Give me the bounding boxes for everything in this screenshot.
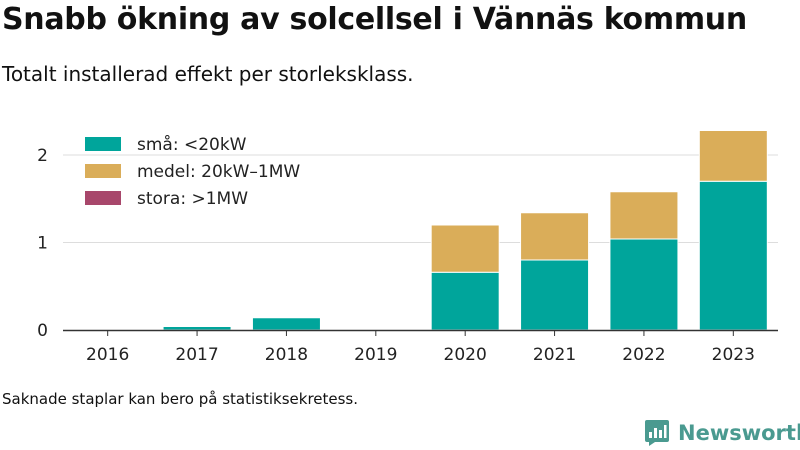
x-tick-label: 2018 xyxy=(265,345,308,365)
chart-subtitle: Totalt installerad effekt per storlekskl… xyxy=(2,62,414,86)
bar-2023-series-1 xyxy=(698,130,768,182)
bar-2020-series-0 xyxy=(430,271,500,331)
y-tick-label: 0 xyxy=(37,321,48,341)
legend-label-1: medel: 20kW–1MW xyxy=(137,162,300,182)
y-tick-label: 2 xyxy=(37,146,48,166)
legend-label-0: små: <20kW xyxy=(137,134,247,155)
x-tick-label: 2016 xyxy=(86,345,129,365)
bar-2017-series-0 xyxy=(162,326,232,331)
legend-swatch-2 xyxy=(85,191,121,205)
brand-name: Newsworthy xyxy=(678,421,800,445)
y-tick-label: 1 xyxy=(37,234,48,254)
chart-title: Snabb ökning av solcellsel i Vännäs komm… xyxy=(2,2,747,37)
bar-2021-series-0 xyxy=(520,259,590,331)
x-tick-label: 2019 xyxy=(354,345,397,365)
x-tick-label: 2023 xyxy=(712,345,755,365)
legend-swatch-0 xyxy=(85,137,121,151)
footnote: Saknade staplar kan bero på statistiksek… xyxy=(2,390,359,408)
x-tick-label: 2017 xyxy=(175,345,218,365)
brand: Newsworthy xyxy=(644,418,800,448)
bar-2022-series-0 xyxy=(609,238,679,331)
bar-2018-series-0 xyxy=(251,317,321,331)
bar-2023-series-0 xyxy=(698,180,768,331)
bar-2022-series-1 xyxy=(609,191,679,240)
newsworthy-logo-icon xyxy=(645,420,669,446)
x-tick-label: 2022 xyxy=(622,345,665,365)
x-tick-label: 2020 xyxy=(444,345,487,365)
bar-2020-series-1 xyxy=(430,224,500,273)
x-tick-label: 2021 xyxy=(533,345,576,365)
legend-label-2: stora: >1MW xyxy=(137,189,248,209)
legend-swatch-1 xyxy=(85,164,121,178)
bar-2021-series-1 xyxy=(520,212,590,261)
